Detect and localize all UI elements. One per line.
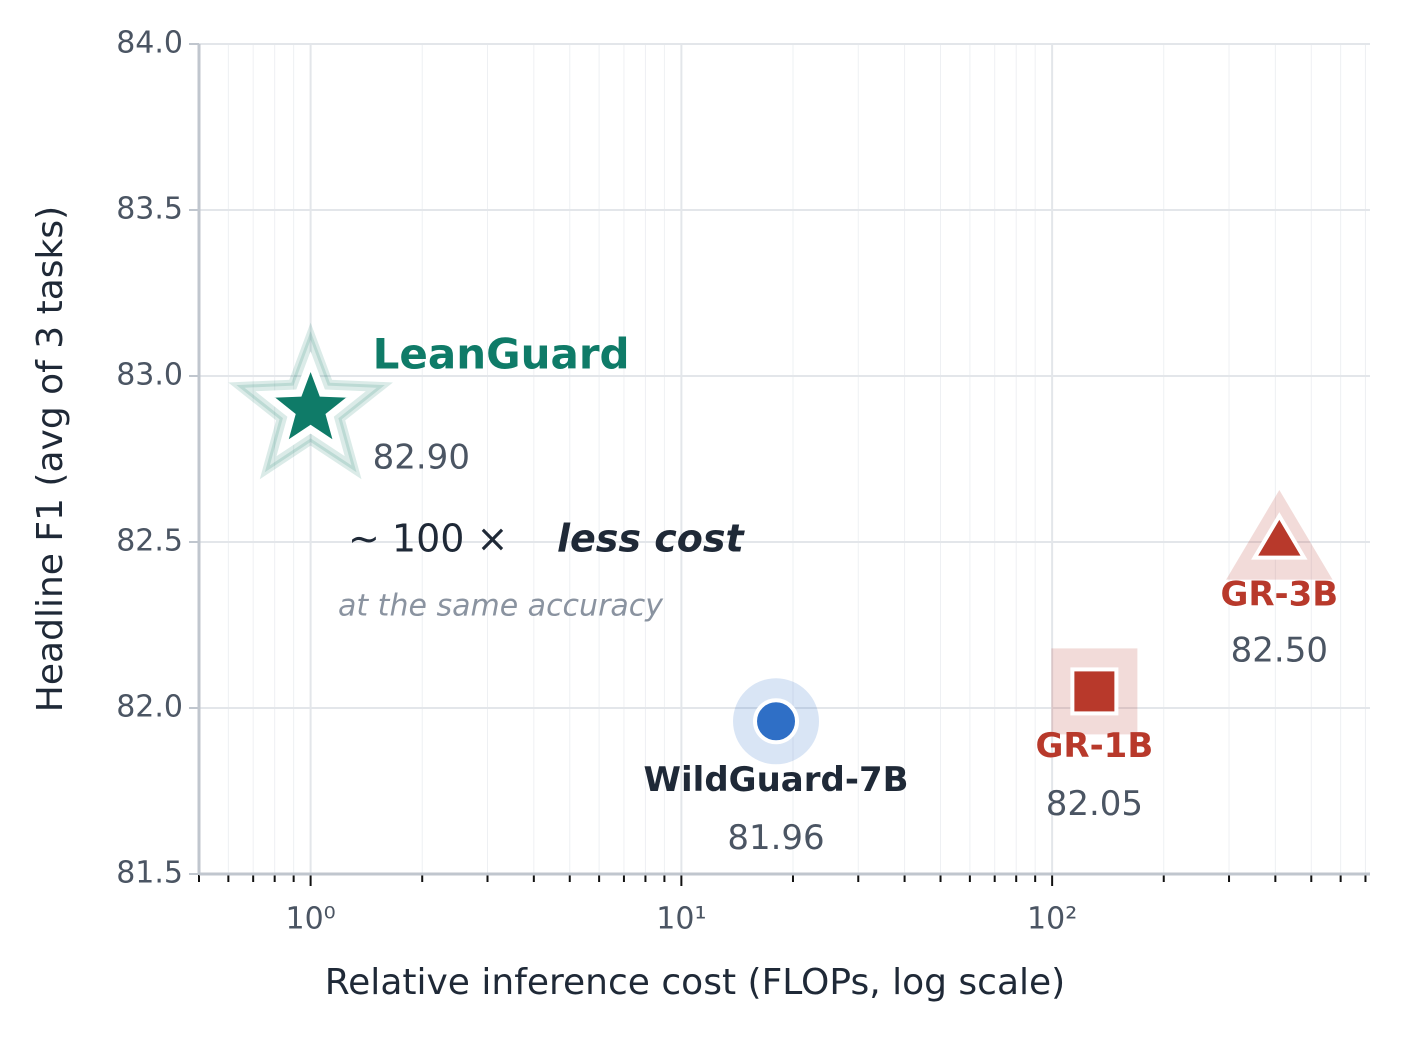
- y-tick-label: 83.5: [116, 192, 183, 227]
- triangle-marker: [1251, 512, 1308, 560]
- square-marker: [1070, 667, 1119, 716]
- value-label: 82.90: [373, 438, 470, 478]
- y-tick-label: 82.5: [116, 524, 183, 559]
- circle-marker: [753, 698, 800, 745]
- star-marker: [269, 366, 352, 444]
- annotation-note: at the same accuracy: [338, 589, 664, 624]
- x-tick-label: 10²: [1027, 902, 1077, 937]
- y-tick-label: 84.0: [116, 26, 183, 61]
- annotation-text: ~ 100 ×: [348, 517, 508, 561]
- x-axis-label: Relative inference cost (FLOPs, log scal…: [325, 962, 1065, 1003]
- y-tick-label: 83.0: [116, 358, 183, 393]
- value-label: 82.50: [1231, 631, 1328, 671]
- series-label: GR-3B: [1220, 575, 1338, 615]
- x-tick-label: 10⁰: [286, 902, 336, 937]
- y-axis-label: Headline F1 (avg of 3 tasks): [30, 206, 71, 712]
- series-label: GR-1B: [1035, 726, 1153, 766]
- value-label: 81.96: [727, 818, 824, 858]
- y-tick-label: 81.5: [116, 856, 183, 891]
- value-label: 82.05: [1046, 784, 1143, 824]
- x-tick-label: 10¹: [656, 902, 706, 937]
- series-label: WildGuard-7B: [644, 760, 909, 800]
- annotation-emphasis: less cost: [557, 517, 746, 561]
- y-tick-label: 82.0: [116, 690, 183, 725]
- series-label: LeanGuard: [373, 330, 630, 379]
